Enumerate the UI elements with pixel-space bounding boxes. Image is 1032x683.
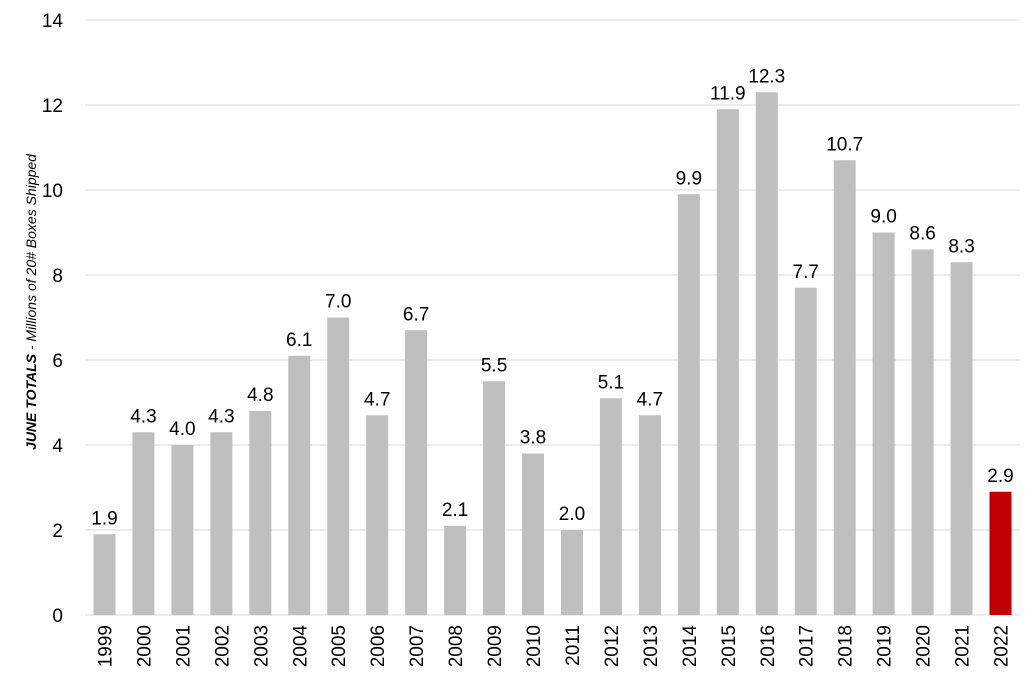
bar-2020 [911,249,934,615]
x-tick-label-2022: 2022 [992,625,1013,667]
data-label-2015: 11.9 [710,83,746,104]
x-tick-label-2016: 2016 [758,625,779,667]
bar-2007 [405,330,428,615]
bar-2021 [950,262,973,615]
data-label-2011: 2.0 [559,504,585,525]
x-tick-label-2020: 2020 [914,625,935,667]
x-tick-label-2001: 2001 [173,625,194,667]
x-tick-label-1999: 1999 [95,625,116,667]
data-label-2021: 8.3 [948,236,974,257]
bar-1999 [93,534,116,615]
y-axis-title-rest: - Millions of 20# Boxes Shipped [23,153,39,354]
data-label-2001: 4.0 [169,419,195,440]
data-label-2017: 7.7 [793,262,819,283]
data-label-2020: 8.6 [909,224,935,245]
data-label-2007: 6.7 [403,304,429,325]
bar-2001 [171,445,194,615]
x-tick-label-2021: 2021 [953,625,974,667]
bar-2003 [249,411,272,615]
x-tick-label-2005: 2005 [329,625,350,667]
data-label-2014: 9.9 [676,168,702,189]
x-tick-label-2006: 2006 [368,625,389,667]
data-label-2005: 7.0 [325,292,351,313]
bar-2008 [444,525,467,615]
y-tick-label: 10 [42,181,63,202]
data-label-2000: 4.3 [130,406,156,427]
x-tick-label-2008: 2008 [446,625,467,667]
y-tick-label: 14 [42,11,64,32]
bars [93,92,1012,615]
x-axis-ticks: 1999 2000 2001 2002 2003 2004 2005 2006 2007 2008… [95,625,1012,668]
data-label-2022: 2.9 [987,466,1013,487]
bar-2002 [210,432,233,615]
x-tick-label-2013: 2013 [641,625,662,667]
x-tick-label-2014: 2014 [680,625,701,668]
y-tick-label: 12 [42,96,63,117]
y-axis-title: JUNE TOTALS - Millions of 20# Boxes Ship… [23,153,39,450]
bar-2000 [132,432,155,615]
y-axis-ticks: 0 2 4 6 8 10 12 14 [42,11,64,627]
bar-2019 [872,232,895,615]
y-tick-label: 2 [52,521,63,542]
data-label-2019: 9.0 [870,207,896,228]
data-label-2013: 4.7 [637,389,663,410]
bar-2011 [560,530,583,615]
x-tick-label-2009: 2009 [485,625,506,667]
bar-2016 [755,92,778,615]
y-tick-label: 0 [52,606,63,627]
x-tick-label-2018: 2018 [836,625,857,667]
x-tick-label-2004: 2004 [290,625,311,668]
data-label-2009: 5.5 [481,355,507,376]
x-tick-label-2002: 2002 [212,625,233,667]
data-label-2008: 2.1 [442,500,468,521]
data-label-2003: 4.8 [247,385,273,406]
y-tick-label: 6 [52,351,63,372]
data-label-2006: 4.7 [364,389,390,410]
x-tick-label-2019: 2019 [875,625,896,667]
data-label-2010: 3.8 [520,428,546,449]
x-tick-label-2000: 2000 [134,625,155,667]
bar-2010 [522,453,545,615]
bar-2005 [327,317,350,615]
y-axis-title-strong: JUNE TOTALS [23,353,39,450]
bar-2014 [677,194,700,615]
data-label-2012: 5.1 [598,372,624,393]
x-tick-label-2012: 2012 [602,625,623,667]
x-tick-label-2011: 2011 [563,625,584,666]
data-label-1999: 1.9 [91,508,117,529]
bar-2009 [483,381,506,615]
bar-2012 [599,398,622,615]
y-tick-label: 8 [52,266,63,287]
data-labels: 1.9 4.3 4.0 4.3 4.8 6.1 7.0 4.7 6.7 2.1 5.5 3.8 2.0 5… [91,66,1013,529]
x-tick-label-2017: 2017 [797,625,818,667]
x-tick-label-2015: 2015 [719,625,740,667]
data-label-2016: 12.3 [748,66,785,87]
x-tick-label-2007: 2007 [407,625,428,667]
x-tick-label-2003: 2003 [251,625,272,667]
bar-2017 [794,287,817,615]
data-label-2002: 4.3 [208,406,234,427]
bar-2006 [366,415,389,615]
data-label-2004: 6.1 [286,330,312,351]
bar-2022 [989,491,1012,615]
bar-2013 [638,415,661,615]
y-tick-label: 4 [52,436,63,457]
x-tick-label-2010: 2010 [524,625,545,667]
bar-2018 [833,160,856,615]
data-label-2018: 10.7 [826,134,863,155]
gridlines [85,19,1020,616]
bar-2004 [288,355,311,615]
bar-2015 [716,109,739,615]
